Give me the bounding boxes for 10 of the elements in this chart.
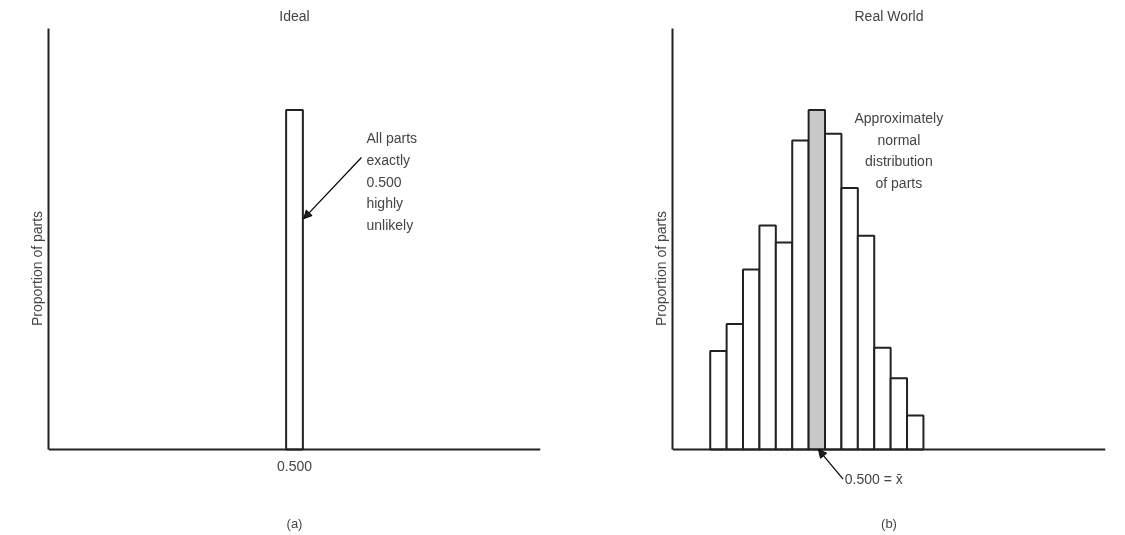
text: (a) bbox=[286, 515, 303, 531]
chart-title: Ideal bbox=[279, 7, 310, 24]
annotation: Approximately normal distribution of parts bbox=[854, 109, 944, 191]
text: 0.500 = x̄ bbox=[844, 471, 903, 488]
text: All parts exactly 0.500 highly unlikely bbox=[366, 130, 418, 233]
x-tick-label: 0.500 bbox=[276, 457, 313, 474]
y-axis-title: Proportion of parts bbox=[652, 210, 669, 327]
y-axis-title: Proportion of parts bbox=[28, 210, 45, 327]
text: (b) bbox=[881, 515, 897, 531]
chart-title: Real World bbox=[854, 7, 924, 24]
